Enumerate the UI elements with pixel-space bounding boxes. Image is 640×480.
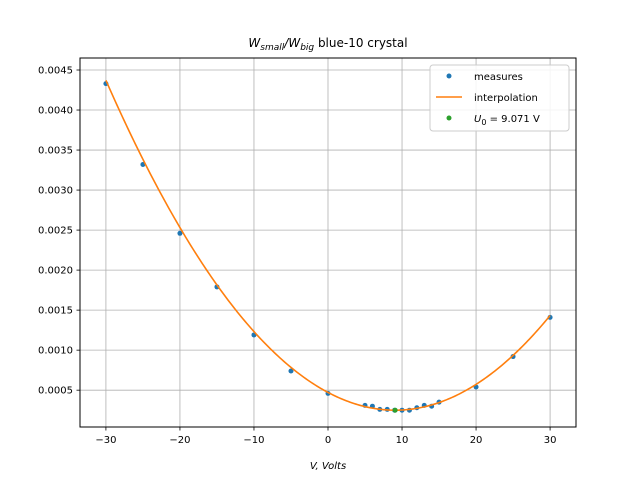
chart-title: Wsmall/Wbig blue-10 crystal [248, 36, 407, 53]
y-tick-label: 0.0030 [38, 186, 73, 197]
x-axis-label: V, Volts [310, 461, 346, 472]
u0-point [392, 407, 398, 413]
y-tick-label: 0.0005 [38, 386, 73, 397]
x-tick-label: 20 [470, 435, 483, 446]
x-tick-label: 30 [544, 435, 557, 446]
interpolation-line [105, 79, 551, 411]
y-tick-label: 0.0035 [38, 146, 73, 157]
legend-box [429, 64, 570, 132]
y-tick-label: 0.0010 [38, 346, 73, 357]
x-tick-label: 0 [325, 435, 331, 446]
x-tick-label: −10 [243, 435, 264, 446]
y-tick-label: 0.0045 [38, 66, 73, 77]
plot-data [103, 79, 553, 413]
x-tick-label: 10 [396, 435, 409, 446]
measure-point [288, 368, 294, 374]
grid-lines [80, 58, 576, 427]
legend: measures interpolation U0 = 9.071 V [429, 64, 570, 132]
legend-label-interpolation: interpolation [474, 93, 538, 104]
x-tick-label: −30 [95, 435, 116, 446]
legend-label-u0: U0 = 9.071 V [474, 114, 540, 127]
x-tick-label: −20 [169, 435, 190, 446]
measure-point [177, 230, 183, 236]
legend-marker-measures [446, 73, 452, 79]
axis-ticks: −30 −20 −10 0 10 20 30 0.0005 0.0010 0.0015 0.0020… [38, 66, 556, 446]
y-tick-label: 0.0040 [38, 106, 73, 117]
legend-marker-u0 [446, 115, 452, 121]
y-tick-label: 0.0025 [38, 226, 73, 237]
y-tick-label: 0.0020 [38, 266, 73, 277]
legend-label-measures: measures [474, 72, 523, 83]
measure-point [510, 354, 516, 360]
y-tick-label: 0.0015 [38, 306, 73, 317]
